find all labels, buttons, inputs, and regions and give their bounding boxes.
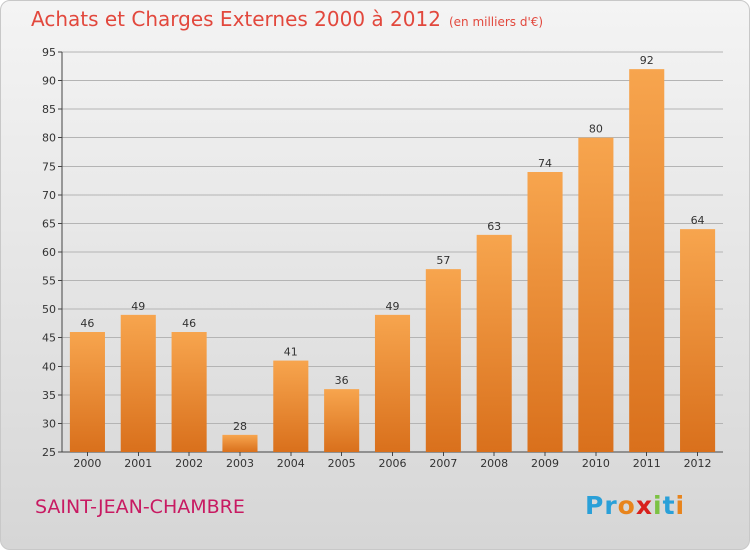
chart-title: Achats et Charges Externes 2000 à 2012 [31,7,441,31]
bar-2003 [222,434,258,452]
x-tick-label-2000: 2000 [73,457,101,470]
x-tick-label-2003: 2003 [226,457,254,470]
data-label-2009: 74 [538,157,552,170]
logo-letter: o [617,491,636,520]
x-tick-label-2001: 2001 [124,457,152,470]
logo-letter: t [662,491,676,520]
data-label-2012: 64 [691,214,705,227]
logo-letter: i [675,491,686,520]
data-label-2000: 46 [80,317,94,330]
data-label-2010: 80 [589,123,603,136]
bar-2009 [527,172,563,452]
x-tick-label-2002: 2002 [175,457,203,470]
bar-2011 [629,69,665,453]
y-tick-label: 70 [42,189,56,202]
y-tick-label: 45 [42,332,56,345]
logo-letter: i [653,491,663,520]
y-tick-label: 30 [42,417,56,430]
bar-2006 [374,314,411,452]
bar-2002 [171,332,207,452]
x-tick-label-2005: 2005 [328,457,356,470]
data-label-2011: 92 [640,54,654,67]
bar-2007 [425,269,461,452]
bar-2008 [476,234,512,452]
y-tick-label: 75 [42,160,56,173]
bar-2005 [324,389,360,452]
logo-letter: P [585,491,605,520]
y-tick-label: 65 [42,217,56,230]
y-tick-label: 55 [42,275,56,288]
proxiti-logo: Proxiti [585,491,685,520]
logo-letter: x [635,491,653,520]
commune-name: SAINT-JEAN-CHAMBRE [35,496,245,518]
bar-2012 [680,229,716,452]
data-label-2004: 41 [284,346,298,359]
y-tick-label: 90 [42,75,56,88]
data-label-2003: 28 [233,420,247,433]
logo-letter: r [604,491,618,520]
bar-2000 [69,332,105,452]
x-tick-label-2009: 2009 [531,457,559,470]
data-label-2005: 36 [335,374,349,387]
data-label-2006: 49 [386,300,400,313]
x-tick-label-2010: 2010 [582,457,610,470]
y-tick-label: 40 [42,360,56,373]
bar-2001 [120,314,156,452]
x-tick-label-2008: 2008 [480,457,508,470]
y-tick-label: 35 [42,389,56,402]
y-tick-label: 80 [42,132,56,145]
data-label-2002: 46 [182,317,196,330]
x-tick-label-2006: 2006 [379,457,407,470]
bar-2010 [578,137,614,452]
data-label-2007: 57 [436,254,450,267]
x-tick-label-2004: 2004 [277,457,305,470]
x-tick-label-2007: 2007 [429,457,457,470]
title-line: Achats et Charges Externes 2000 à 2012 (e… [31,7,543,31]
y-tick-label: 25 [42,446,56,459]
x-tick-label-2012: 2012 [684,457,712,470]
x-tick-label-2011: 2011 [633,457,661,470]
data-label-2001: 49 [131,300,145,313]
y-tick-label: 60 [42,246,56,259]
y-tick-label: 50 [42,303,56,316]
y-tick-label: 85 [42,103,56,116]
bar-2004 [273,360,309,452]
data-label-2008: 63 [487,220,501,233]
y-tick-label: 95 [42,46,56,59]
chart-unit: (en milliers d'€) [448,15,544,29]
